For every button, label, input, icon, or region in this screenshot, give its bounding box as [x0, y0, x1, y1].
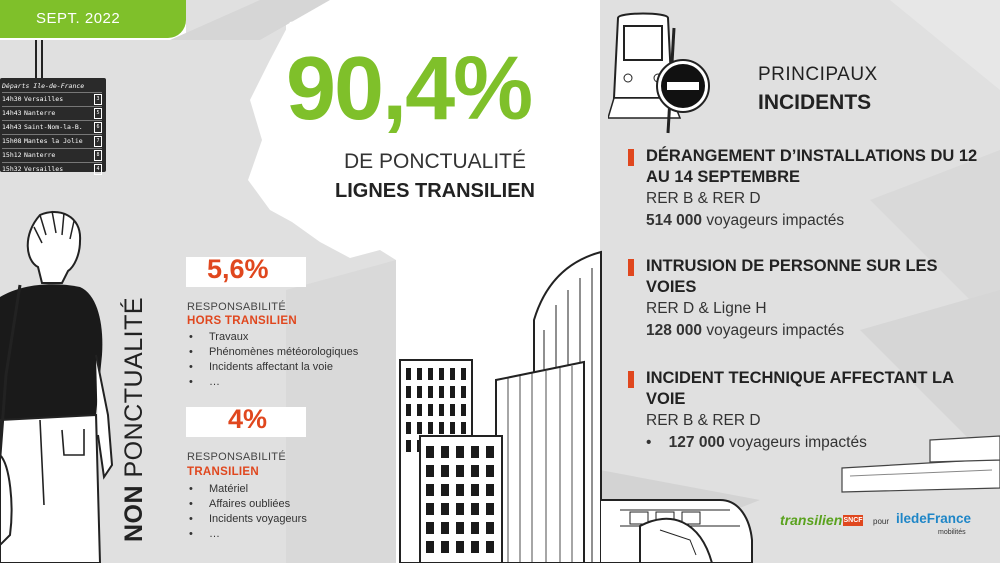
- board-destination: Nanterre: [24, 151, 56, 159]
- impact-text: voyageurs impactés: [724, 434, 867, 451]
- impact-value: 128 000: [646, 322, 703, 339]
- incident-item: DÉRANGEMENT D’INSTALLATIONS DU 12 AU 14 …: [628, 146, 988, 232]
- incident-impact: 128 000 voyageurs impactés: [646, 320, 988, 342]
- incident-marker: [628, 149, 634, 166]
- pct-band-internal: [186, 407, 306, 437]
- external-resp-title: RESPONSABILITÉ: [187, 301, 286, 313]
- pour-text: pour: [873, 517, 890, 526]
- incident-item: INTRUSION DE PERSONNE SUR LES VOIES RER …: [628, 256, 988, 342]
- no-entry-icon: [656, 59, 710, 113]
- incidents-heading: PRINCIPAUX: [758, 64, 878, 85]
- idf-mobilites-logo: iledeFrance: [896, 511, 972, 526]
- internal-causes-list: Matériel Affaires oubliées Incidents voy…: [187, 482, 307, 542]
- torn-paper-shape: [248, 10, 595, 272]
- departure-board: Départs Ile-de-France 14h30 Versailles 3 14…: [2, 82, 102, 176]
- list-item: …: [187, 527, 307, 542]
- impact-text: voyageurs impactés: [702, 212, 845, 229]
- board-track: 4: [94, 164, 102, 175]
- list-item: Affaires oubliées: [187, 497, 307, 512]
- bullet: •: [646, 434, 669, 451]
- board-track: 3: [94, 94, 102, 105]
- incident-title: INTRUSION DE PERSONNE SUR LES VOIES: [646, 257, 938, 296]
- board-time: 15h12: [2, 151, 22, 159]
- board-row: 14h43 Saint-Nom-la-B. 6: [2, 120, 102, 134]
- board-time: 14h43: [2, 109, 22, 117]
- board-rows: 14h30 Versailles 3 14h43 Nanterre 5 14h43 Saint…: [2, 92, 102, 176]
- traveler-illustration: [0, 210, 114, 563]
- list-item: Incidents voyageurs: [187, 512, 307, 527]
- non-word: NON: [120, 484, 148, 542]
- list-item: Phénomènes météorologiques: [187, 345, 358, 360]
- board-destination: Saint-Nom-la-B.: [24, 123, 83, 131]
- main-stat-label: DE PONCTUALITÉ: [343, 150, 527, 173]
- incidents-heading-bold: INCIDENTS: [758, 91, 872, 114]
- board-destination: Versailles: [24, 95, 64, 103]
- impact-value: 127 000: [668, 434, 725, 451]
- main-stat-sublabel: LIGNES TRANSILIEN: [334, 180, 535, 202]
- board-time: 15h32: [2, 165, 22, 173]
- board-row: 14h43 Nanterre 5: [2, 106, 102, 120]
- board-header: Départs Ile-de-France: [2, 82, 85, 90]
- board-destination: Versailles: [24, 165, 64, 173]
- board-row: 15h32 Versailles 4: [2, 162, 102, 176]
- punctuality-word: PONCTUALITÉ: [120, 296, 148, 485]
- incident-lines: RER B & RER D: [646, 190, 761, 207]
- city-buildings-illustration: [399, 250, 602, 563]
- incident-title: INCIDENT TECHNIQUE AFFECTANT LA VOIE: [646, 369, 954, 408]
- incident-item: INCIDENT TECHNIQUE AFFECTANT LA VOIE RER…: [628, 368, 988, 454]
- date-tag: SEPT. 2022: [0, 0, 186, 38]
- trains-illustration: [600, 435, 1000, 563]
- internal-resp-title: RESPONSABILITÉ: [187, 451, 286, 463]
- non-punctuality-label: NON PONCTUALITÉ: [120, 297, 149, 542]
- board-row: 14h30 Versailles 3: [2, 92, 102, 106]
- incident-lines: RER B & RER D: [646, 412, 761, 429]
- transilien-logo: transilien: [780, 512, 843, 528]
- internal-percentage: 4%: [228, 404, 268, 434]
- external-percentage: 5,6%: [207, 254, 269, 284]
- incident-impact: 514 000 voyageurs impactés: [646, 210, 988, 232]
- board-row: 15h12 Nanterre 8: [2, 148, 102, 162]
- board-time: 15h08: [2, 137, 22, 145]
- incident-impact: • 127 000 voyageurs impactés: [646, 432, 988, 454]
- incident-lines: RER D & Ligne H: [646, 300, 767, 317]
- incident-marker: [628, 259, 634, 276]
- board-destination: Nanterre: [24, 109, 56, 117]
- board-destination: Mantes la Jolie: [24, 137, 83, 145]
- list-item: Matériel: [187, 482, 307, 497]
- external-resp-subtitle: HORS TRANSILIEN: [187, 315, 297, 327]
- pct-band-external: [186, 257, 306, 287]
- board-track: 5: [94, 108, 102, 119]
- list-item: Incidents affectant la voie: [187, 360, 358, 375]
- board-time: 14h30: [2, 95, 22, 103]
- list-item: Travaux: [187, 330, 358, 345]
- board-time: 14h43: [2, 123, 22, 131]
- board-track: 7: [94, 136, 102, 147]
- main-percentage: 90,4%: [286, 39, 533, 139]
- impact-value: 514 000: [646, 212, 703, 229]
- incident-title: DÉRANGEMENT D’INSTALLATIONS DU 12 AU 14 …: [646, 147, 978, 186]
- impact-text: voyageurs impactés: [702, 322, 845, 339]
- board-track: 6: [94, 122, 102, 133]
- sncf-logo: SNCF: [843, 515, 863, 526]
- list-item: …: [187, 375, 358, 390]
- mobilites-text: mobilités: [938, 529, 966, 536]
- incident-marker: [628, 371, 634, 388]
- board-track: 8: [94, 150, 102, 161]
- internal-resp-subtitle: TRANSILIEN: [187, 466, 259, 478]
- board-row: 15h08 Mantes la Jolie 7: [2, 134, 102, 148]
- external-causes-list: Travaux Phénomènes météorologiques Incid…: [187, 330, 358, 390]
